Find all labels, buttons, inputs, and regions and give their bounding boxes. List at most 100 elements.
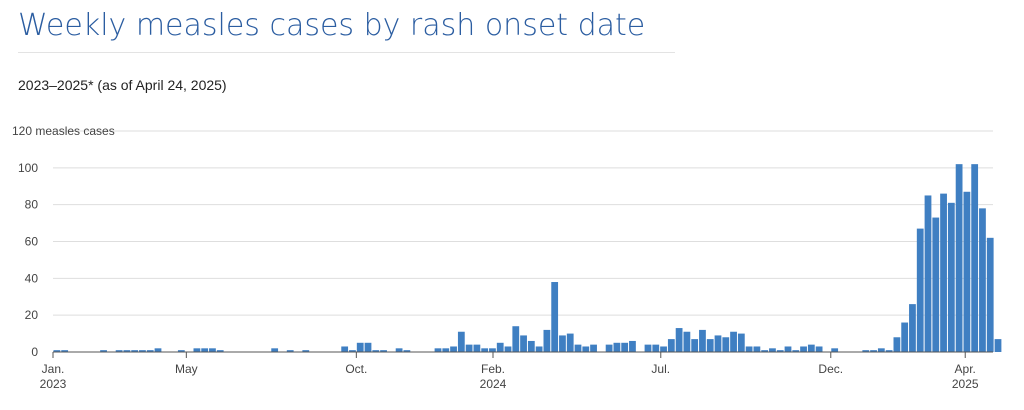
bar-week-13 [146,350,154,352]
bar-week-38 [341,346,349,352]
bar-week-40 [356,342,364,352]
bar-week-43 [380,350,387,352]
bar-week-120 [979,208,986,352]
bar-week-83 [691,339,699,352]
bar-week-10 [123,350,131,352]
bar-week-20 [201,348,209,352]
bar-week-58 [496,342,504,352]
bar-week-75 [629,340,636,352]
bar-week-118 [963,191,971,352]
bar-week-114 [932,217,940,352]
bar-week-22 [216,350,224,352]
x-tick-year-label: 2023 [40,377,67,391]
x-tick-year-label: 2025 [952,377,979,391]
bar-week-101 [831,348,839,352]
bar-week-70 [590,344,597,352]
bar-week-46 [403,350,411,352]
bar-week-121 [986,237,994,352]
bar-week-85 [706,339,714,352]
title-divider [18,52,675,53]
bar-week-57 [489,348,496,352]
y-tick-label: 0 [31,345,38,359]
bar-week-54 [465,344,473,352]
bar-week-97 [800,346,807,352]
bar-week-14 [154,348,162,352]
bar-week-65 [551,282,559,352]
bar-week-7 [100,350,107,352]
bar-week-79 [660,346,667,352]
bar-week-86 [714,335,722,352]
bar-week-109 [893,337,901,352]
chart-subtitle: 2023–2025* (as of April 24, 2025) [18,77,227,93]
bar-week-122 [994,339,1002,352]
bar-week-89 [737,333,745,352]
bar-week-81 [675,328,683,352]
bar-week-78 [652,344,660,352]
y-tick-label: 20 [25,308,39,322]
bar-week-12 [139,350,146,352]
bar-week-113 [924,195,932,352]
bar-week-33 [302,350,310,352]
bar-week-106 [870,350,877,352]
bar-week-91 [753,346,761,352]
bar-week-2 [61,350,69,352]
x-tick-label: Apr. [955,362,976,376]
bar-week-29 [271,348,279,352]
bar-week-108 [885,350,893,352]
bar-week-111 [909,304,916,352]
x-tick-label: May [175,362,198,376]
bar-week-39 [349,350,356,352]
bar-week-31 [286,350,294,352]
y-tick-label: 80 [25,198,39,212]
bar-week-41 [364,342,372,352]
bar-week-116 [947,202,955,352]
bar-week-11 [131,350,139,352]
x-tick-label: Jan. [42,362,65,376]
bar-week-51 [442,348,450,352]
bar-week-9 [115,350,123,352]
grid-layer [53,130,993,316]
bar-week-98 [807,344,815,352]
x-tick-label: Dec. [818,362,843,376]
bar-week-68 [574,344,582,352]
x-tick-year-label: 2024 [480,377,507,391]
bar-week-60 [512,326,520,352]
bar-week-119 [971,164,979,352]
bar-week-55 [473,344,481,352]
bar-week-77 [644,344,652,352]
y-tick-label: 120 measles cases [12,124,115,138]
bar-week-110 [901,322,909,352]
y-tick-label: 100 [18,161,38,175]
bar-week-95 [784,346,792,352]
bar-week-73 [613,342,621,352]
bar-week-63 [535,346,543,352]
bar-week-107 [877,348,885,352]
x-tick-label: Feb. [481,362,505,376]
bar-week-42 [372,350,380,352]
bar-week-62 [527,340,535,352]
bar-week-74 [621,342,629,352]
y-tick-label: 40 [25,271,39,285]
bar-week-72 [605,344,613,352]
bar-week-67 [566,333,574,352]
bar-week-69 [582,346,590,352]
bar-week-52 [450,346,457,352]
bar-week-82 [683,331,691,352]
bar-week-56 [481,348,489,352]
bar-week-87 [722,337,730,352]
bar-week-84 [699,329,706,352]
bar-week-94 [776,350,784,352]
bar-week-115 [940,193,947,352]
x-tick-label: Oct. [345,362,367,376]
bars-layer [53,164,1002,352]
bar-week-61 [520,335,527,352]
bar-week-53 [457,331,465,352]
bar-week-112 [916,228,924,352]
bar-week-66 [559,335,566,352]
bar-week-88 [730,331,737,352]
bar-week-93 [769,348,776,352]
axis-layer: 0 20 40 60 80 100 120 measles cases Jan.2023 May… [12,124,993,391]
y-tick-label: 60 [25,235,39,249]
bar-week-17 [177,350,185,352]
